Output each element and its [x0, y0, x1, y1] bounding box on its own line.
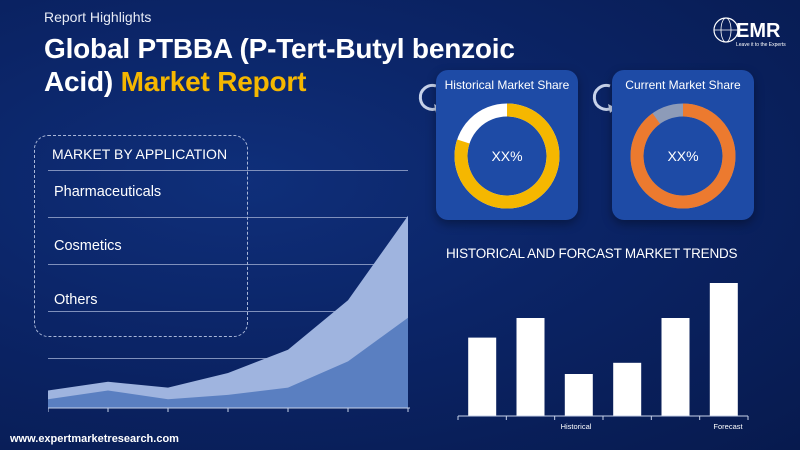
trends-title: HISTORICAL AND FORCAST MARKET TRENDS — [446, 246, 738, 261]
page-title: Global PTBBA (P-Tert-Butyl benzoic Acid)… — [44, 32, 564, 98]
current-share-donut: XX% — [630, 103, 736, 209]
application-item-others: Others — [54, 292, 98, 308]
application-heading: MARKET BY APPLICATION — [52, 146, 228, 162]
donut-arc — [454, 103, 560, 209]
title-line-1: Global PTBBA (P-Tert-Butyl benzoic — [44, 33, 515, 64]
area-chart — [48, 215, 410, 412]
bar — [661, 318, 690, 416]
donut-arc — [630, 103, 736, 209]
grid-line — [48, 264, 408, 265]
grid-line — [48, 217, 408, 218]
historical-axis-label: Historical — [561, 422, 592, 431]
historical-share-label: Historical Market Share — [444, 78, 570, 92]
bar — [516, 318, 545, 416]
title-line-2: Acid) — [44, 66, 121, 97]
emr-logo: EMR Leave it to the Experts — [713, 17, 786, 48]
application-item-pharmaceuticals: Pharmaceuticals — [54, 184, 162, 200]
grid-line — [48, 311, 408, 312]
grid-line — [48, 358, 408, 359]
current-share-value: XX% — [667, 148, 698, 164]
bar — [709, 283, 738, 416]
bar — [613, 362, 642, 416]
historical-share-value: XX% — [491, 148, 522, 164]
website-link[interactable]: www.expertmarketresearch.com — [10, 433, 179, 445]
current-share-label: Current Market Share — [625, 78, 741, 92]
application-item-cosmetics: Cosmetics — [54, 238, 122, 254]
logo-text: EMR — [736, 20, 781, 42]
historical-share-donut: XX% — [454, 103, 560, 209]
application-box — [34, 135, 248, 337]
bar — [468, 337, 497, 416]
title-accent: Market Report — [120, 66, 307, 97]
bar-chart: Historical Forecast — [457, 283, 749, 431]
area-series-1 — [48, 215, 408, 408]
area-series-2 — [48, 317, 408, 408]
bar — [564, 374, 593, 416]
report-highlights-label: Report Highlights — [44, 9, 152, 25]
forecast-axis-label: Forecast — [713, 422, 743, 431]
grid-line — [48, 170, 408, 171]
logo-tagline: Leave it to the Experts — [736, 42, 786, 48]
